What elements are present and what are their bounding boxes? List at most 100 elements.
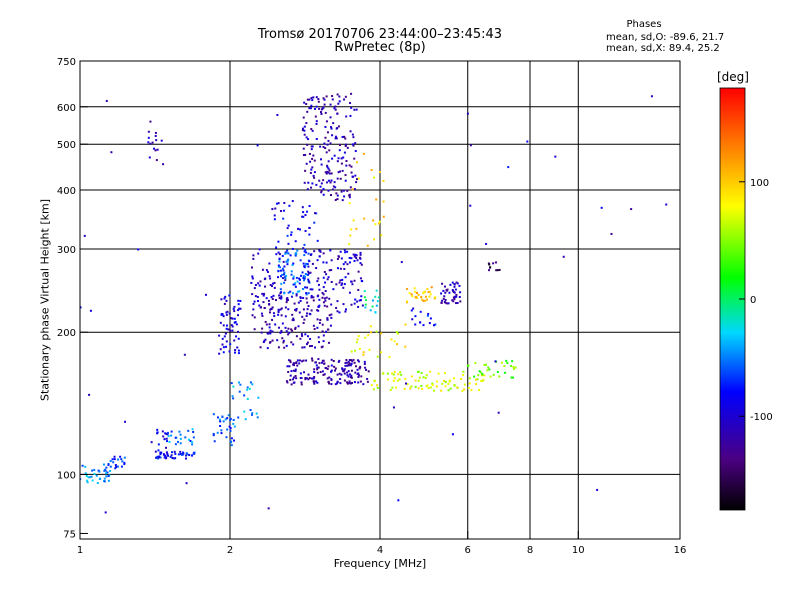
data-point xyxy=(231,325,234,328)
data-point xyxy=(350,350,353,353)
data-point xyxy=(498,268,501,271)
data-point xyxy=(272,294,275,297)
phases-mean-x: mean, sd,X: 89.4, 25.2 xyxy=(606,43,720,54)
data-point xyxy=(344,362,347,365)
data-point xyxy=(326,377,329,380)
data-point xyxy=(416,291,419,294)
data-point xyxy=(304,273,307,276)
data-point xyxy=(233,317,236,320)
data-point xyxy=(298,278,301,281)
data-point xyxy=(324,171,327,174)
data-point xyxy=(286,365,289,368)
data-point xyxy=(333,154,336,157)
data-point xyxy=(275,246,278,249)
data-point xyxy=(329,116,332,119)
data-point xyxy=(370,169,373,172)
data-point xyxy=(343,372,346,375)
data-point xyxy=(435,385,438,388)
data-point xyxy=(441,282,444,285)
data-point xyxy=(317,309,320,312)
data-point xyxy=(349,186,352,189)
data-point xyxy=(192,430,195,433)
data-point xyxy=(342,156,345,159)
data-point xyxy=(325,330,328,333)
data-point xyxy=(316,318,319,321)
data-point xyxy=(503,365,506,368)
data-point xyxy=(310,357,313,360)
data-point xyxy=(338,100,341,103)
data-point xyxy=(354,150,357,153)
data-point xyxy=(285,298,288,301)
data-point xyxy=(295,361,298,364)
data-point xyxy=(154,149,157,152)
data-point xyxy=(421,388,424,391)
data-point xyxy=(249,381,252,384)
data-point xyxy=(233,321,236,324)
data-point xyxy=(237,349,240,352)
data-point xyxy=(222,420,225,423)
data-point xyxy=(280,329,283,332)
data-point xyxy=(370,331,373,334)
data-point xyxy=(182,451,185,454)
data-point xyxy=(256,295,259,298)
data-point xyxy=(315,105,318,108)
data-point xyxy=(460,378,463,381)
data-point xyxy=(221,337,224,340)
data-point xyxy=(309,107,312,110)
data-point xyxy=(329,142,332,145)
data-point xyxy=(327,179,330,182)
data-point xyxy=(330,172,333,175)
data-point xyxy=(336,257,339,260)
data-point xyxy=(286,260,289,263)
data-point xyxy=(364,303,367,306)
data-point xyxy=(449,379,452,382)
data-point xyxy=(317,283,320,286)
data-point xyxy=(239,299,242,302)
data-point xyxy=(296,280,299,283)
colorbar-unit-label: [deg] xyxy=(717,70,749,84)
data-point xyxy=(299,259,302,262)
data-point xyxy=(306,341,309,344)
data-point xyxy=(375,304,378,307)
data-point xyxy=(266,270,269,273)
data-point xyxy=(344,179,347,182)
data-point xyxy=(280,296,283,299)
data-point xyxy=(400,261,403,264)
data-point xyxy=(309,160,312,163)
data-point xyxy=(350,165,353,168)
data-point xyxy=(308,377,311,380)
data-point xyxy=(359,299,362,302)
data-point xyxy=(307,181,310,184)
data-point xyxy=(320,158,323,161)
data-point xyxy=(405,382,408,385)
data-point xyxy=(328,269,331,272)
data-point xyxy=(280,307,283,310)
data-point xyxy=(331,188,334,191)
data-point xyxy=(277,308,280,311)
data-point xyxy=(323,297,326,300)
data-point xyxy=(373,176,376,179)
data-point xyxy=(137,248,140,251)
data-point xyxy=(374,311,377,314)
data-point xyxy=(292,363,295,366)
data-point xyxy=(177,453,180,456)
data-point xyxy=(288,204,291,207)
data-point xyxy=(328,149,331,152)
data-point xyxy=(363,296,366,299)
data-point xyxy=(348,373,351,376)
data-point xyxy=(302,275,305,278)
data-point xyxy=(160,139,163,142)
data-point xyxy=(487,366,490,369)
data-point xyxy=(322,193,325,196)
data-point xyxy=(311,182,314,185)
data-point xyxy=(156,148,159,151)
data-point xyxy=(295,309,298,312)
data-point xyxy=(339,382,342,385)
data-point xyxy=(321,323,324,326)
data-point xyxy=(300,333,303,336)
data-point xyxy=(356,178,359,181)
data-point xyxy=(308,260,311,263)
data-point xyxy=(316,309,319,312)
data-point xyxy=(329,103,332,106)
data-point xyxy=(365,368,368,371)
